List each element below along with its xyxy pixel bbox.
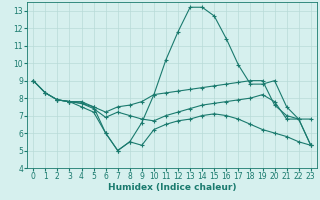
X-axis label: Humidex (Indice chaleur): Humidex (Indice chaleur) — [108, 183, 236, 192]
